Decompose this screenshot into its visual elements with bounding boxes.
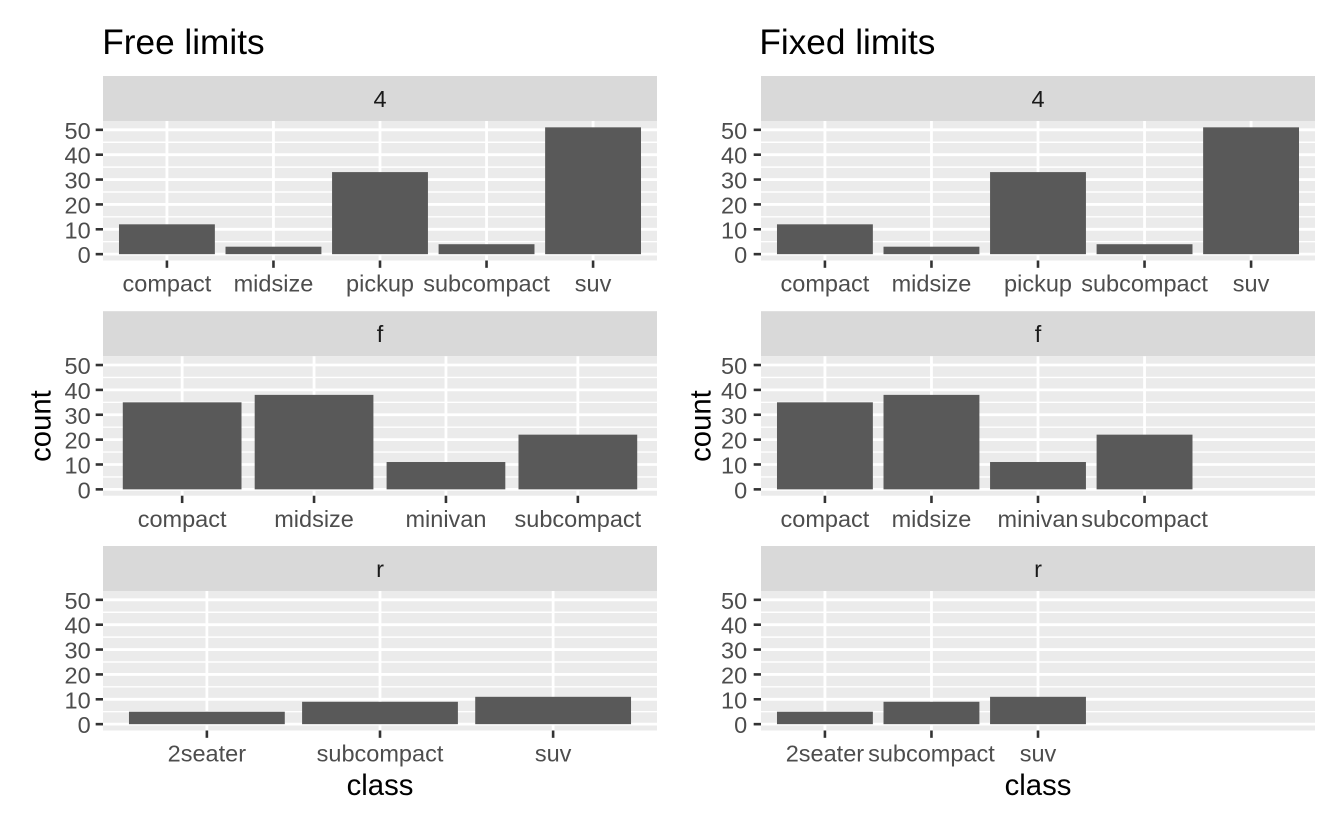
svg-text:subcompact: subcompact xyxy=(317,741,444,767)
svg-text:50: 50 xyxy=(65,118,91,144)
svg-text:30: 30 xyxy=(65,403,91,429)
svg-text:subcompact: subcompact xyxy=(515,506,642,532)
svg-text:count: count xyxy=(685,390,718,462)
svg-text:subcompact: subcompact xyxy=(1081,271,1208,297)
svg-text:20: 20 xyxy=(721,662,747,688)
svg-text:40: 40 xyxy=(65,613,91,639)
svg-text:class: class xyxy=(1005,769,1072,802)
svg-text:class: class xyxy=(347,769,414,802)
svg-text:f: f xyxy=(1035,321,1042,347)
svg-text:Free limits: Free limits xyxy=(102,23,264,62)
svg-text:40: 40 xyxy=(65,378,91,404)
svg-text:minivan: minivan xyxy=(405,506,486,532)
svg-text:50: 50 xyxy=(721,118,747,144)
svg-text:midsize: midsize xyxy=(892,271,972,297)
svg-text:10: 10 xyxy=(65,217,91,243)
svg-text:compact: compact xyxy=(123,271,212,297)
svg-text:2seater: 2seater xyxy=(168,741,247,767)
svg-text:10: 10 xyxy=(721,687,747,713)
svg-text:subcompact: subcompact xyxy=(868,741,995,767)
svg-text:compact: compact xyxy=(781,506,870,532)
svg-text:0: 0 xyxy=(78,242,91,268)
svg-text:minivan: minivan xyxy=(998,506,1079,532)
svg-text:midsize: midsize xyxy=(274,506,354,532)
svg-text:midsize: midsize xyxy=(234,271,314,297)
svg-text:midsize: midsize xyxy=(892,506,972,532)
svg-text:20: 20 xyxy=(65,192,91,218)
svg-text:0: 0 xyxy=(78,712,91,738)
svg-text:compact: compact xyxy=(138,506,227,532)
svg-text:suv: suv xyxy=(1233,271,1270,297)
svg-text:suv: suv xyxy=(575,271,612,297)
svg-text:r: r xyxy=(376,556,384,582)
svg-text:0: 0 xyxy=(734,712,747,738)
svg-text:0: 0 xyxy=(734,242,747,268)
svg-text:20: 20 xyxy=(65,428,91,454)
svg-text:50: 50 xyxy=(721,588,747,614)
svg-text:30: 30 xyxy=(65,638,91,664)
svg-text:10: 10 xyxy=(721,452,747,478)
svg-text:50: 50 xyxy=(65,588,91,614)
svg-text:subcompact: subcompact xyxy=(1081,506,1208,532)
svg-text:compact: compact xyxy=(781,271,870,297)
svg-text:r: r xyxy=(1034,556,1042,582)
svg-text:10: 10 xyxy=(65,687,91,713)
svg-text:suv: suv xyxy=(1020,741,1057,767)
svg-text:Fixed limits: Fixed limits xyxy=(759,23,935,62)
svg-text:10: 10 xyxy=(721,217,747,243)
svg-text:2seater: 2seater xyxy=(786,741,865,767)
svg-text:40: 40 xyxy=(721,143,747,169)
svg-text:40: 40 xyxy=(721,378,747,404)
svg-text:30: 30 xyxy=(721,403,747,429)
svg-text:30: 30 xyxy=(721,638,747,664)
svg-text:50: 50 xyxy=(65,353,91,379)
svg-text:f: f xyxy=(377,321,384,347)
svg-text:0: 0 xyxy=(734,477,747,503)
svg-text:pickup: pickup xyxy=(346,271,414,297)
svg-text:20: 20 xyxy=(721,192,747,218)
svg-text:0: 0 xyxy=(78,477,91,503)
svg-text:pickup: pickup xyxy=(1004,271,1072,297)
svg-text:10: 10 xyxy=(65,452,91,478)
svg-text:20: 20 xyxy=(65,662,91,688)
svg-text:40: 40 xyxy=(65,143,91,169)
svg-text:4: 4 xyxy=(1031,86,1044,112)
svg-text:subcompact: subcompact xyxy=(423,271,550,297)
svg-text:20: 20 xyxy=(721,428,747,454)
svg-text:30: 30 xyxy=(721,168,747,194)
svg-text:suv: suv xyxy=(535,741,572,767)
svg-text:30: 30 xyxy=(65,168,91,194)
svg-text:count: count xyxy=(25,390,58,462)
svg-text:40: 40 xyxy=(721,613,747,639)
svg-text:50: 50 xyxy=(721,353,747,379)
svg-text:4: 4 xyxy=(373,86,386,112)
